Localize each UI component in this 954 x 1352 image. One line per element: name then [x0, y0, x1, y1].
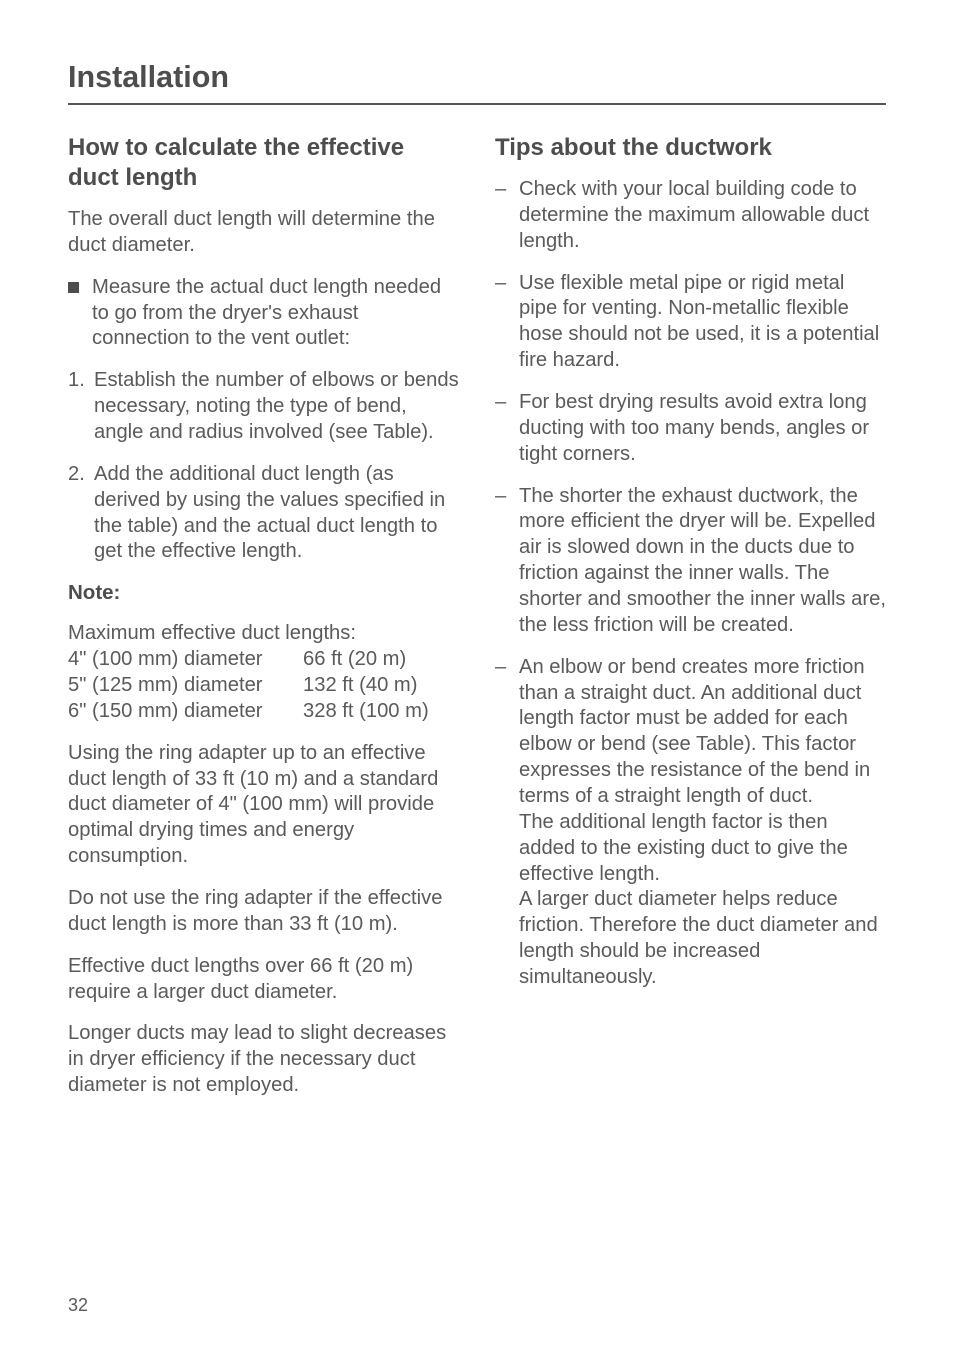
dash-icon: – — [495, 484, 519, 639]
page: Installation How to calculate the effect… — [0, 0, 954, 1352]
step-text: Establish the number of elbows or bends … — [94, 368, 459, 446]
numbered-step: 2. Add the additional duct length (as de… — [68, 462, 459, 565]
left-para: Effective duct lengths over 66 ft (20 m)… — [68, 954, 459, 1006]
left-para: Using the ring adapter up to an effectiv… — [68, 741, 459, 870]
step-text: Add the additional duct length (as deriv… — [94, 462, 459, 565]
step-number: 1. — [68, 368, 94, 446]
dash-text: For best drying results avoid extra long… — [519, 390, 886, 468]
spec-intro: Maximum effective duct lengths: — [68, 621, 459, 647]
left-column: How to calculate the effective duct leng… — [68, 133, 459, 1115]
spec-label: 6" (150 mm) diameter — [68, 699, 303, 725]
dash-text: Check with your local building code to d… — [519, 177, 886, 255]
dash-icon: – — [495, 390, 519, 468]
spec-block: Maximum effective duct lengths: 4" (100 … — [68, 621, 459, 724]
spec-row: 5" (125 mm) diameter 132 ft (40 m) — [68, 673, 459, 699]
spec-label: 5" (125 mm) diameter — [68, 673, 303, 699]
dash-icon: – — [495, 655, 519, 991]
dash-list-item: – Use flexible metal pipe or rigid metal… — [495, 271, 886, 374]
spec-label: 4" (100 mm) diameter — [68, 647, 303, 673]
left-para: Do not use the ring adapter if the effec… — [68, 886, 459, 938]
square-bullet-icon — [68, 275, 92, 353]
dash-list-item: – For best drying results avoid extra lo… — [495, 390, 886, 468]
spec-value: 66 ft (20 m) — [303, 647, 459, 673]
spec-row: 4" (100 mm) diameter 66 ft (20 m) — [68, 647, 459, 673]
two-column-layout: How to calculate the effective duct leng… — [68, 133, 886, 1115]
spec-value: 328 ft (100 m) — [303, 699, 459, 725]
dash-list-item: – An elbow or bend creates more friction… — [495, 655, 886, 991]
note-heading: Note: — [68, 581, 459, 605]
left-para: Longer ducts may lead to slight decrease… — [68, 1021, 459, 1099]
numbered-step: 1. Establish the number of elbows or ben… — [68, 368, 459, 446]
dash-text: The shorter the exhaust ductwork, the mo… — [519, 484, 886, 639]
left-intro: The overall duct length will determine t… — [68, 207, 459, 259]
dash-text: Use flexible metal pipe or rigid metal p… — [519, 271, 886, 374]
spec-value: 132 ft (40 m) — [303, 673, 459, 699]
spec-row: 6" (150 mm) diameter 328 ft (100 m) — [68, 699, 459, 725]
square-bullet-item: Measure the actual duct length needed to… — [68, 275, 459, 353]
left-heading: How to calculate the effective duct leng… — [68, 133, 459, 193]
running-head: Installation — [68, 60, 886, 95]
dash-icon: – — [495, 177, 519, 255]
right-heading: Tips about the ductwork — [495, 133, 886, 163]
square-bullet-text: Measure the actual duct length needed to… — [92, 275, 459, 353]
right-column: Tips about the ductwork – Check with you… — [495, 133, 886, 1115]
header-rule — [68, 103, 886, 105]
page-number: 32 — [68, 1295, 88, 1316]
step-number: 2. — [68, 462, 94, 565]
dash-list-item: – Check with your local building code to… — [495, 177, 886, 255]
dash-icon: – — [495, 271, 519, 374]
dash-text: An elbow or bend creates more friction t… — [519, 655, 886, 991]
dash-list-item: – The shorter the exhaust ductwork, the … — [495, 484, 886, 639]
